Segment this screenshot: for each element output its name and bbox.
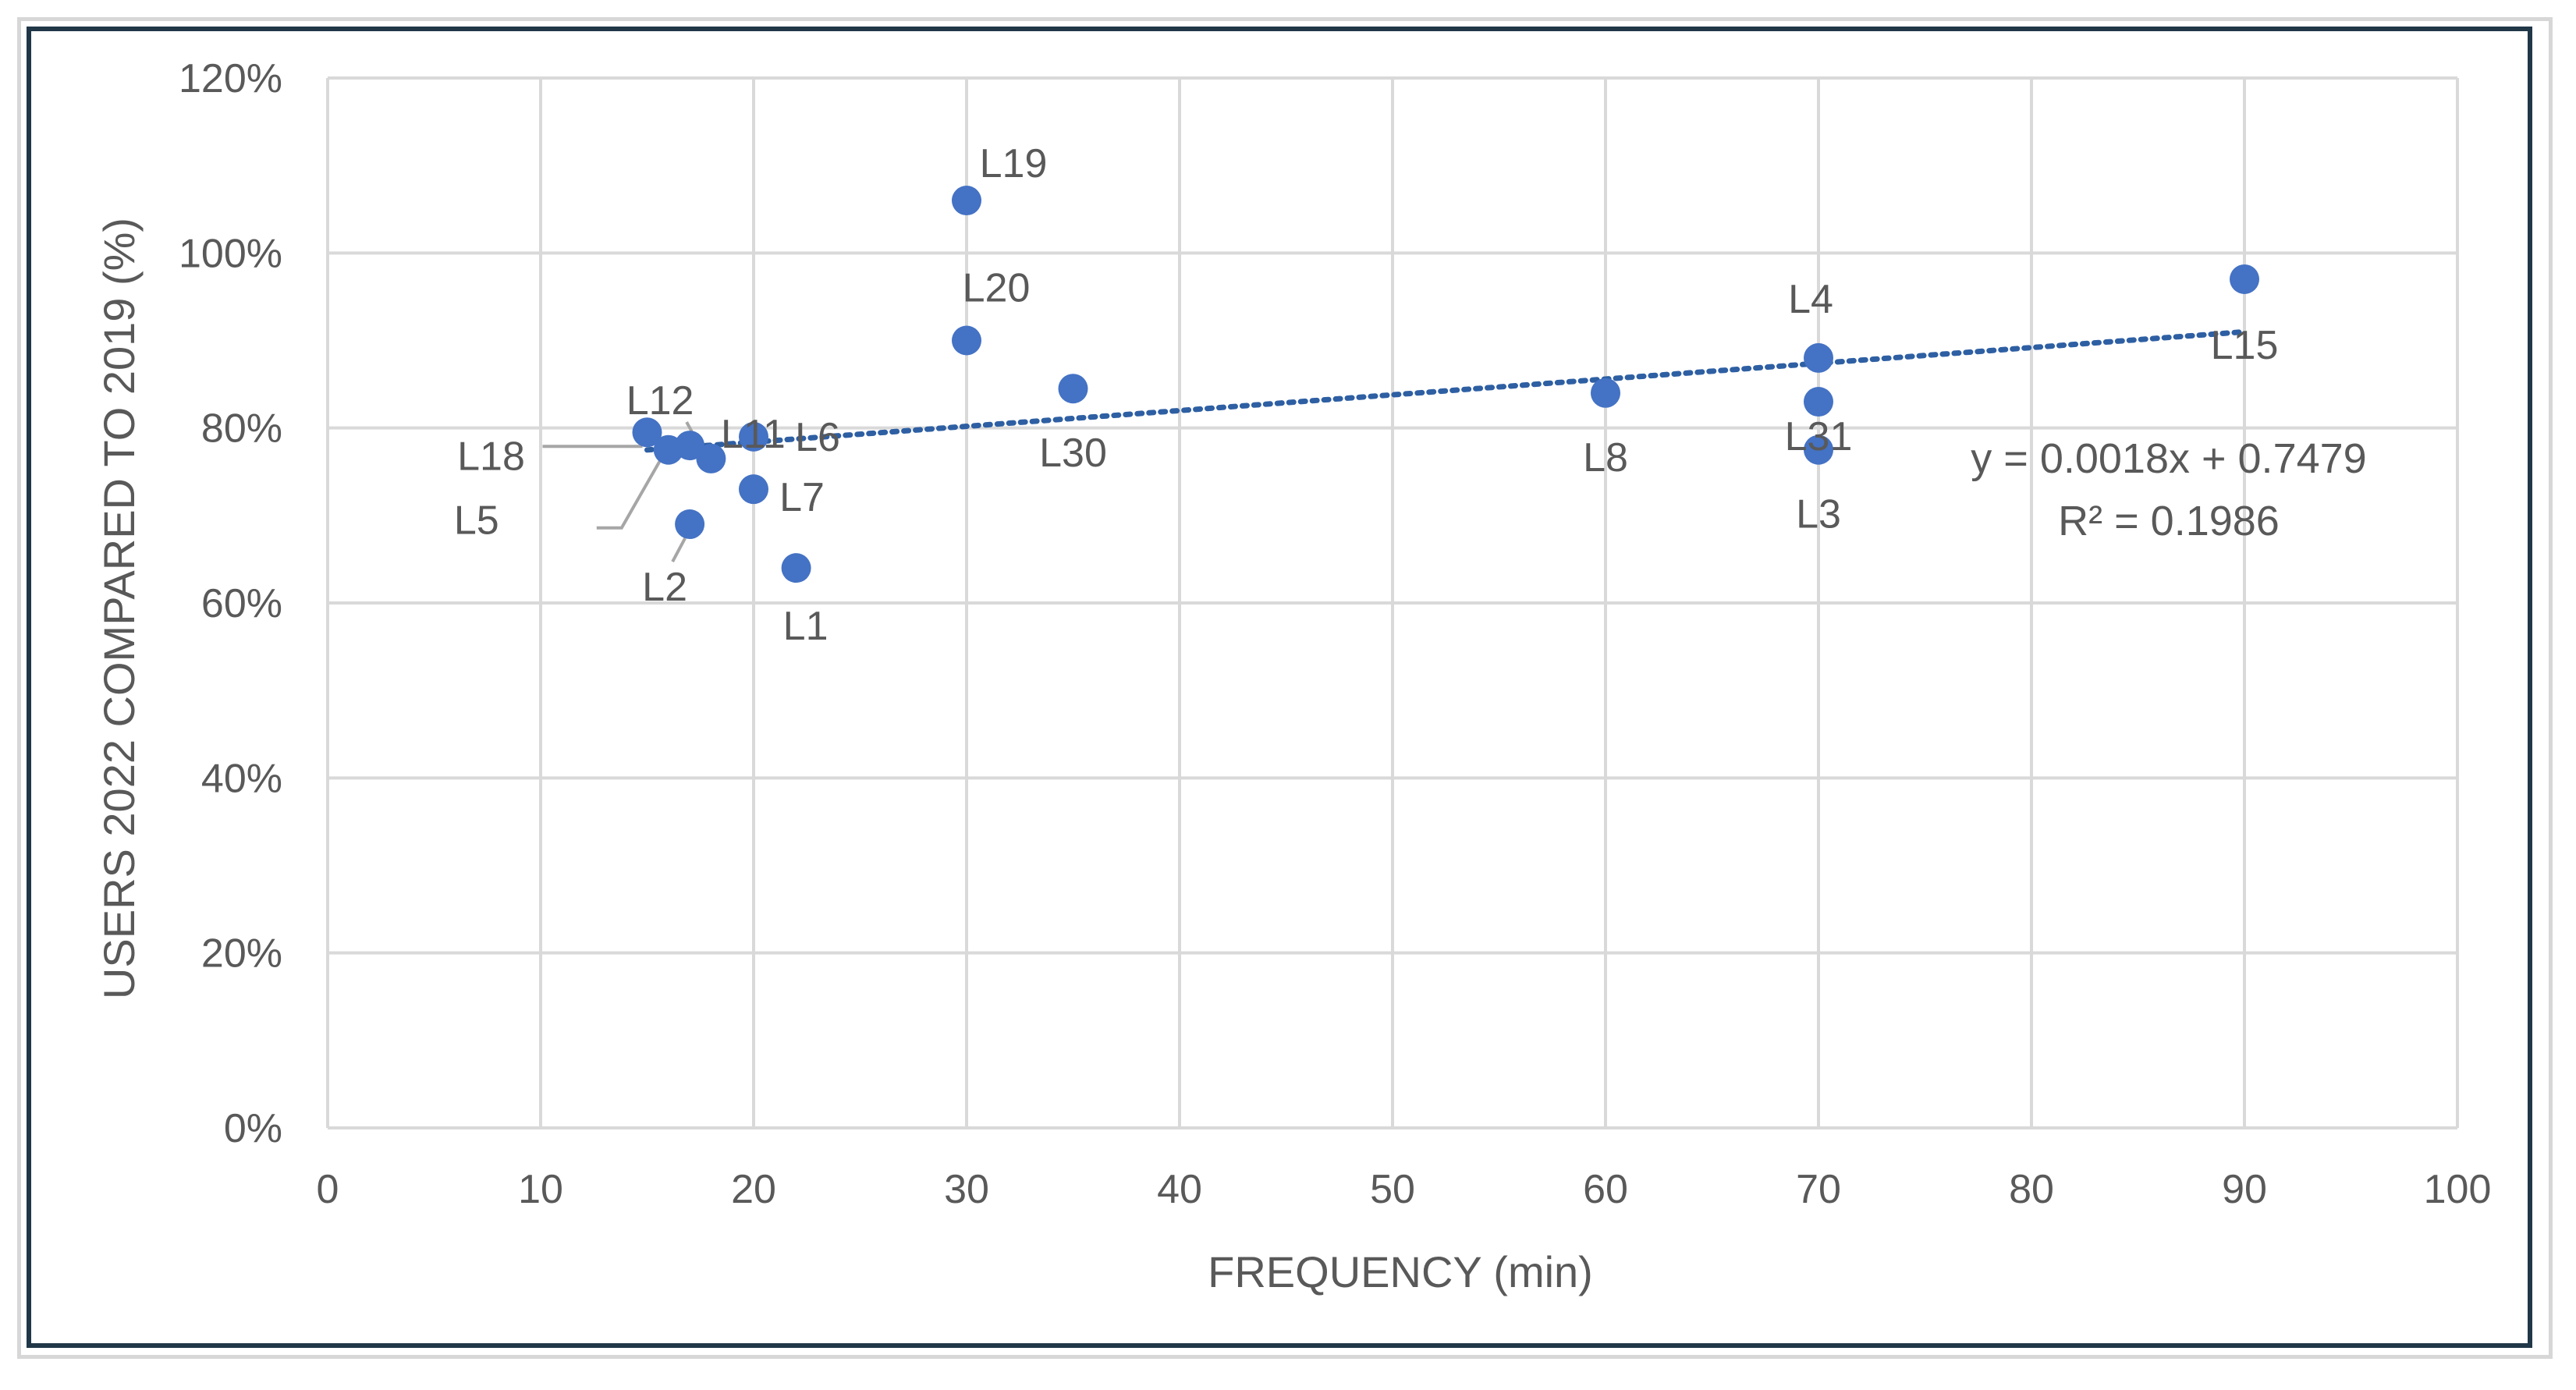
point-label-l15: L15	[2211, 323, 2279, 368]
x-tick-label: 30	[944, 1167, 989, 1212]
y-tick-label: 20%	[201, 931, 282, 977]
point-label-l6: L6	[795, 415, 840, 460]
y-tick-label: 120%	[179, 56, 282, 101]
point-label-l4: L4	[1788, 277, 1833, 322]
point-label-l2: L2	[642, 565, 687, 610]
point-label-l7: L7	[779, 475, 825, 520]
y-tick-label: 60%	[201, 581, 282, 626]
point-label-l5: L5	[454, 498, 499, 544]
y-axis-title: USERS 2022 COMPARED TO 2019 (%)	[94, 218, 144, 999]
x-tick-label: 60	[1583, 1167, 1628, 1212]
data-point-l8	[1591, 378, 1620, 408]
data-point-l12	[675, 431, 705, 461]
data-point-l30	[1058, 374, 1088, 404]
grid	[326, 76, 2459, 1129]
data-point-l20	[952, 325, 981, 356]
point-label-l20: L20	[963, 266, 1031, 311]
trendline-equation: y = 0.0018x + 0.7479	[1971, 435, 2366, 482]
trendline-r-squared: R² = 0.1986	[2058, 498, 2280, 544]
point-label-l31: L31	[1785, 414, 1853, 459]
x-tick-label: 40	[1157, 1167, 1202, 1212]
point-label-l19: L19	[980, 141, 1048, 186]
point-label-l30: L30	[1039, 431, 1107, 476]
y-tick-label: 40%	[201, 756, 282, 801]
leader-line-l5	[596, 450, 667, 530]
data-point-l18	[632, 417, 662, 448]
leader-line-l2	[671, 537, 687, 562]
data-point-l6	[739, 421, 768, 452]
data-points	[632, 186, 2259, 583]
point-label-l3: L3	[1796, 492, 1841, 537]
y-tick-label: 0%	[224, 1106, 282, 1151]
x-tick-label: 100	[2424, 1167, 2492, 1212]
data-point-l11	[696, 443, 726, 473]
point-label-l1: L1	[783, 604, 829, 649]
data-point-l2	[675, 509, 705, 540]
point-labels: L1 L2 L3 L4 L5 L6 L7 L8 L11 L12 L15 L18 L19 L20 L30 L31	[454, 141, 2279, 649]
x-tick-label: 90	[2222, 1167, 2267, 1212]
x-axis-title: FREQUENCY (min)	[1208, 1247, 1593, 1296]
x-tick-label: 70	[1796, 1167, 1841, 1212]
point-label-l11: L11	[721, 412, 786, 457]
point-label-l18: L18	[457, 434, 525, 479]
x-tick-label: 20	[731, 1167, 776, 1212]
x-tick-label: 80	[2009, 1167, 2054, 1212]
point-label-l8: L8	[1583, 435, 1628, 480]
data-point-l7	[739, 474, 768, 505]
data-point-l4	[1804, 342, 1833, 373]
data-point-l15	[2230, 264, 2259, 294]
x-tick-label: 50	[1370, 1167, 1415, 1212]
trendline-layer	[644, 328, 2248, 453]
y-tick-label: 80%	[201, 406, 282, 452]
data-point-l3	[1804, 434, 1833, 465]
data-point-l19	[952, 186, 981, 216]
data-point-l31	[1804, 387, 1833, 417]
data-point-l1	[781, 553, 811, 583]
trendline	[644, 328, 2248, 453]
axes: 0 10 20 30 40 50 60 70 80 90 100 0% 20% 40% 60% 80% 100%…	[179, 56, 2491, 1212]
point-label-l12: L12	[626, 378, 694, 424]
x-tick-label: 0	[317, 1167, 339, 1212]
y-tick-label: 100%	[179, 231, 282, 276]
x-tick-label: 10	[518, 1167, 563, 1212]
